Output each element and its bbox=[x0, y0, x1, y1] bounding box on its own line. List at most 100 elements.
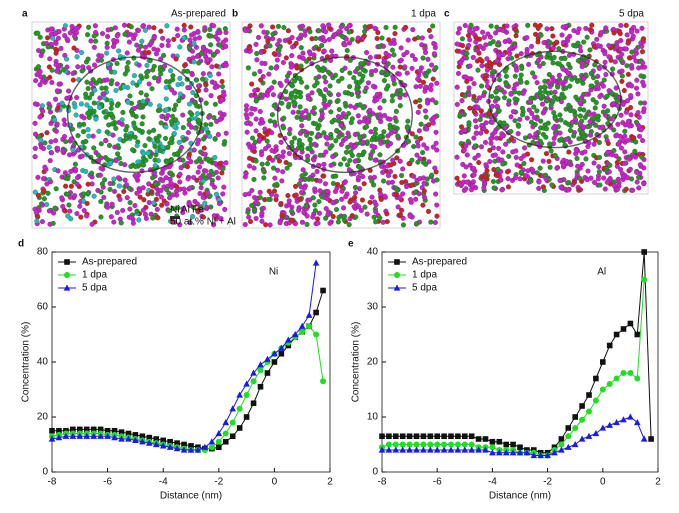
atom bbox=[193, 159, 200, 165]
atom bbox=[278, 82, 284, 88]
atom bbox=[397, 103, 403, 109]
atom bbox=[433, 100, 439, 106]
atom bbox=[521, 160, 527, 167]
atom bbox=[355, 93, 361, 99]
atom bbox=[404, 70, 410, 76]
atom bbox=[434, 202, 440, 208]
atom bbox=[198, 185, 204, 191]
marker bbox=[250, 400, 257, 407]
atom bbox=[343, 194, 349, 200]
atom bbox=[112, 188, 118, 194]
atom bbox=[473, 124, 479, 130]
atom bbox=[53, 46, 59, 52]
atom bbox=[377, 152, 383, 158]
atom bbox=[121, 188, 127, 195]
atom bbox=[471, 166, 477, 172]
atom bbox=[565, 121, 571, 127]
atom bbox=[410, 27, 416, 33]
atom bbox=[340, 111, 346, 117]
atom bbox=[399, 172, 405, 179]
atom bbox=[543, 134, 549, 140]
atom bbox=[532, 122, 538, 128]
atom bbox=[420, 79, 427, 85]
marker bbox=[174, 440, 180, 446]
atom bbox=[158, 187, 164, 194]
marker bbox=[208, 438, 216, 445]
marker bbox=[592, 397, 599, 404]
marker bbox=[572, 414, 578, 420]
atom bbox=[113, 158, 119, 164]
atom bbox=[620, 120, 626, 126]
atom bbox=[558, 117, 564, 123]
atom bbox=[79, 68, 85, 74]
atom bbox=[245, 141, 252, 147]
atom bbox=[253, 128, 259, 134]
atom bbox=[567, 139, 573, 145]
atom bbox=[176, 139, 182, 145]
atom bbox=[524, 115, 530, 121]
atom bbox=[258, 117, 265, 123]
atom bbox=[39, 103, 45, 109]
atom bbox=[405, 37, 411, 43]
atom bbox=[608, 57, 614, 63]
atom bbox=[158, 28, 164, 34]
marker bbox=[620, 416, 627, 423]
atom bbox=[193, 125, 199, 131]
atom bbox=[221, 92, 227, 98]
atom bbox=[335, 219, 341, 225]
atom bbox=[545, 90, 551, 96]
atom bbox=[278, 139, 284, 145]
atom bbox=[264, 161, 271, 167]
atom bbox=[501, 120, 507, 126]
atom bbox=[292, 88, 298, 94]
atom bbox=[260, 74, 266, 80]
marker bbox=[420, 446, 427, 453]
atom bbox=[466, 120, 472, 126]
atom bbox=[126, 185, 132, 191]
atom bbox=[483, 72, 489, 78]
atom bbox=[628, 112, 634, 118]
atom bbox=[192, 36, 198, 42]
atom bbox=[615, 121, 621, 127]
atom bbox=[576, 136, 582, 142]
atom bbox=[272, 122, 278, 128]
series bbox=[48, 259, 320, 453]
atom bbox=[481, 34, 487, 41]
atom bbox=[267, 222, 273, 228]
atom bbox=[357, 79, 363, 86]
atom bbox=[211, 213, 217, 219]
marker bbox=[544, 452, 551, 459]
marker bbox=[454, 446, 462, 453]
atom bbox=[464, 50, 470, 56]
atom bbox=[325, 189, 331, 195]
marker bbox=[56, 427, 62, 434]
atom bbox=[393, 118, 399, 124]
atom bbox=[341, 205, 347, 211]
atom bbox=[188, 32, 194, 38]
atom bbox=[390, 157, 396, 163]
atom bbox=[165, 42, 171, 49]
atom bbox=[323, 206, 329, 212]
atom bbox=[636, 133, 643, 139]
atom bbox=[392, 173, 398, 179]
atom bbox=[578, 48, 584, 54]
atom bbox=[479, 123, 485, 129]
marker bbox=[441, 441, 448, 448]
atom bbox=[642, 64, 648, 70]
atom bbox=[140, 23, 146, 29]
atom bbox=[618, 22, 624, 28]
atom bbox=[627, 166, 633, 172]
atom bbox=[579, 64, 585, 70]
atom bbox=[190, 214, 196, 220]
atom bbox=[271, 188, 278, 194]
atom bbox=[98, 199, 104, 205]
atom bbox=[174, 26, 180, 32]
atom bbox=[270, 31, 276, 37]
atom bbox=[519, 65, 525, 72]
atom bbox=[431, 115, 437, 121]
atom bbox=[418, 121, 424, 127]
atom bbox=[84, 79, 90, 85]
atom bbox=[575, 163, 581, 169]
atom bbox=[623, 46, 629, 52]
atom bbox=[471, 172, 477, 178]
